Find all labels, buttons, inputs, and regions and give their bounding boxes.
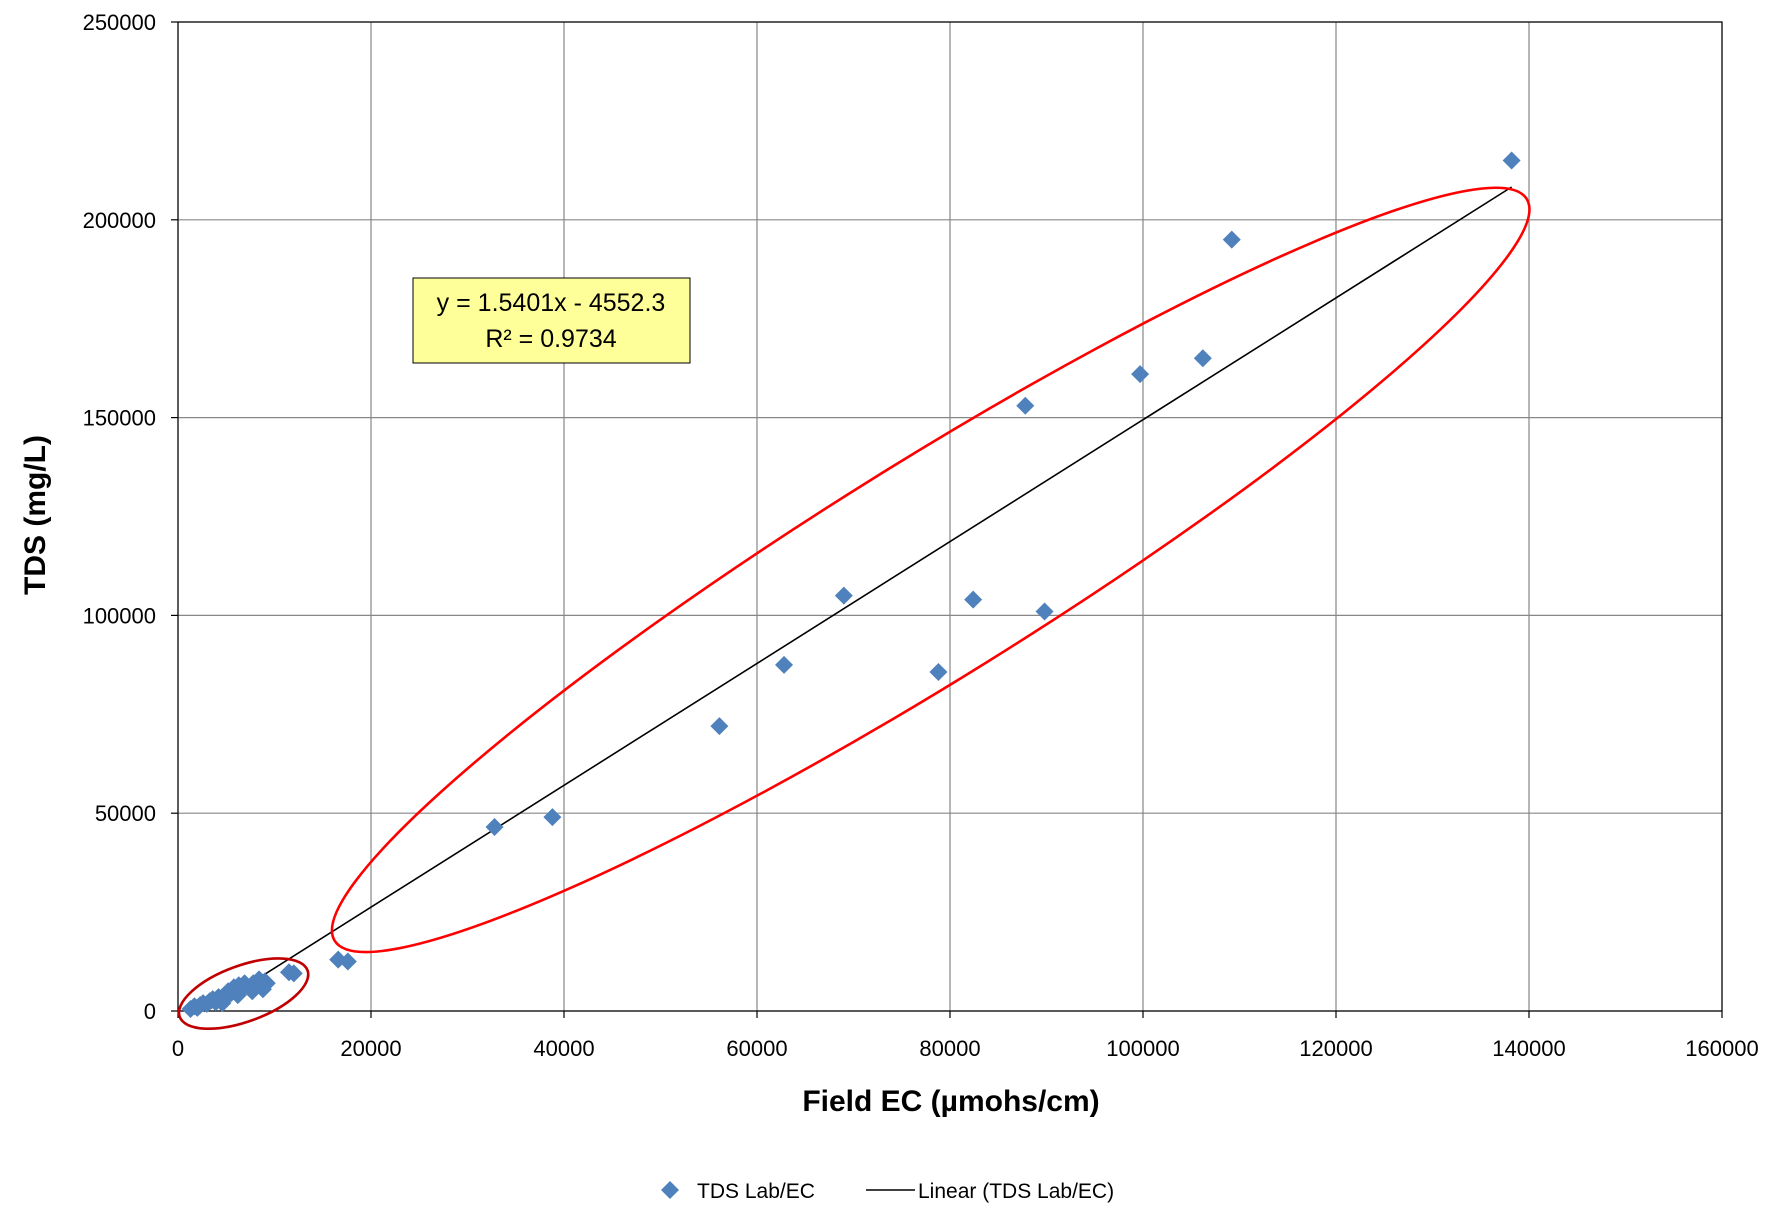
data-point: [338, 952, 357, 971]
legend: TDS Lab/EC Linear (TDS Lab/EC): [661, 1180, 1114, 1203]
equation-label: y = 1.5401x - 4552.3: [437, 289, 666, 317]
y-tick-label: 0: [144, 999, 156, 1024]
x-tick-label: 140000: [1492, 1036, 1565, 1061]
data-point: [253, 980, 272, 999]
y-tick-label: 200000: [83, 208, 156, 233]
highlight-ellipses: [177, 186, 1531, 1031]
data-point: [1193, 349, 1212, 368]
data-point: [1502, 151, 1521, 170]
data-point: [1131, 365, 1150, 384]
data-point: [834, 586, 853, 605]
data-point: [228, 986, 247, 1005]
x-tick-label: 120000: [1299, 1036, 1372, 1061]
highlight-ellipse-low-values: [177, 957, 310, 1031]
y-axis-tick-labels: 0 50000 100000 150000 200000 250000: [83, 10, 156, 1024]
data-point: [1222, 230, 1241, 249]
y-tick-label: 250000: [83, 10, 156, 35]
x-axis-tick-labels: 0 20000 40000 60000 80000 100000 120000 140000 1…: [172, 1036, 1759, 1061]
x-tick-label: 80000: [919, 1036, 980, 1061]
trendline-layer: [206, 186, 1513, 1012]
x-tick-label: 100000: [1106, 1036, 1179, 1061]
data-point: [543, 808, 562, 827]
highlight-ellipse-high-values: [330, 186, 1531, 954]
data-point: [929, 662, 948, 681]
data-point: [284, 964, 303, 983]
plot-area-border: [177, 21, 1723, 1012]
legend-diamond-marker: [661, 1181, 679, 1199]
data-point: [710, 717, 729, 736]
data-points: [181, 151, 1521, 1019]
data-point: [213, 994, 232, 1013]
x-tick-label: 160000: [1685, 1036, 1758, 1061]
x-axis-title: Field EC (µmohs/cm): [802, 1085, 1099, 1118]
data-point: [1035, 602, 1054, 621]
y-tick-label: 100000: [83, 603, 156, 628]
x-tick-label: 40000: [533, 1036, 594, 1061]
legend-label-trendline: Linear (TDS Lab/EC): [918, 1180, 1114, 1203]
x-tick-label: 60000: [726, 1036, 787, 1061]
x-tick-label: 0: [172, 1036, 184, 1061]
data-point: [1016, 396, 1035, 415]
data-point: [964, 590, 983, 609]
data-point: [775, 655, 794, 674]
y-tick-label: 150000: [83, 406, 156, 431]
y-axis-title: TDS (mg/L): [19, 435, 52, 595]
x-tick-label: 20000: [340, 1036, 401, 1061]
trendline: [206, 186, 1513, 1012]
r-squared-label: R² = 0.9734: [485, 325, 616, 353]
y-tick-label: 50000: [95, 801, 156, 826]
data-point: [485, 818, 504, 837]
equation-box: y = 1.5401x - 4552.3 R² = 0.9734: [412, 277, 691, 364]
equation-box-background: [412, 277, 691, 364]
legend-label-series: TDS Lab/EC: [697, 1180, 815, 1203]
